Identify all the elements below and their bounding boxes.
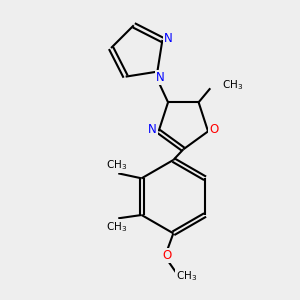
- Text: CH$_3$: CH$_3$: [106, 220, 127, 234]
- Text: O: O: [162, 249, 171, 262]
- Text: CH$_3$: CH$_3$: [106, 158, 127, 172]
- Text: O: O: [209, 123, 219, 136]
- Text: N: N: [164, 32, 173, 45]
- Text: CH$_3$: CH$_3$: [222, 78, 243, 92]
- Text: CH$_3$: CH$_3$: [176, 269, 197, 283]
- Text: N: N: [156, 71, 165, 84]
- Text: N: N: [148, 123, 157, 136]
